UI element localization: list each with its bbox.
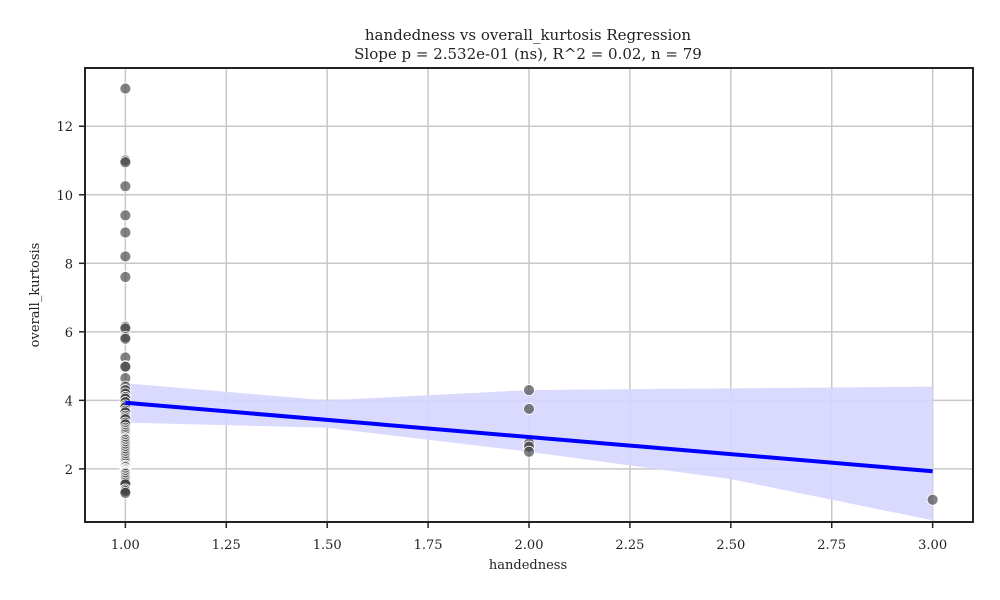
data-point	[119, 156, 132, 169]
y-tick-label: 12	[56, 120, 73, 135]
regression-line-layer	[125, 400, 933, 474]
x-tick-label: 2.75	[817, 538, 846, 553]
scatter-points	[119, 82, 939, 506]
x-axis-label: handedness	[489, 558, 567, 573]
x-tick-label: 1.00	[111, 538, 140, 553]
data-point	[119, 226, 132, 239]
y-tick-label: 8	[65, 257, 73, 272]
data-point	[119, 332, 132, 345]
y-tick-label: 2	[65, 463, 73, 478]
y-axis-label: overall_kurtosis	[28, 243, 43, 348]
data-point	[926, 493, 939, 506]
data-point	[119, 271, 132, 283]
data-point	[523, 384, 535, 396]
y-tick-label: 4	[65, 394, 73, 409]
data-point	[119, 360, 132, 373]
x-tick-label: 1.50	[313, 538, 342, 553]
regression-line	[125, 400, 933, 474]
data-point	[119, 209, 132, 222]
x-tick-label: 3.00	[918, 538, 947, 553]
x-tick-label: 1.25	[212, 538, 241, 553]
x-tick-label: 2.50	[716, 538, 745, 553]
y-tick-label: 10	[56, 189, 73, 204]
data-point	[119, 82, 132, 95]
y-tick-label: 6	[65, 326, 73, 341]
x-tick-label: 2.00	[515, 538, 544, 553]
x-tick-label: 2.25	[615, 538, 644, 553]
x-tick-label: 1.75	[414, 538, 443, 553]
chart-subtitle: Slope p = 2.532e-01 (ns), R^2 = 0.02, n …	[354, 45, 702, 63]
data-point	[523, 403, 535, 415]
data-point	[523, 445, 535, 458]
data-point	[119, 250, 132, 263]
x-axis-ticks: 1.00 1.25 1.50 1.75 2.00 2.25 2.50 2.75 3.00	[111, 522, 947, 553]
chart-title: handedness vs overall_kurtosis Regressio…	[365, 26, 692, 44]
data-point	[119, 180, 132, 193]
y-axis-ticks: 2 4 6 8 10 12	[56, 120, 85, 478]
data-point	[119, 486, 132, 499]
